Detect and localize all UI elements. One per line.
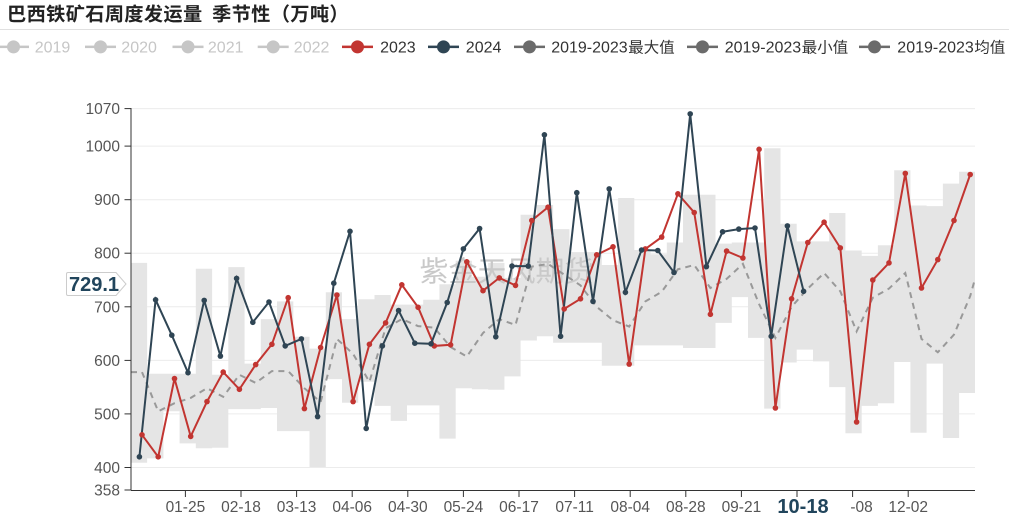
svg-text:04-30: 04-30 — [388, 499, 428, 516]
svg-text:800: 800 — [94, 246, 120, 263]
svg-text:01-25: 01-25 — [166, 499, 206, 516]
svg-text:1070: 1070 — [86, 101, 121, 118]
svg-text:1000: 1000 — [86, 139, 121, 156]
svg-text:729.1: 729.1 — [69, 274, 119, 296]
svg-text:2022: 2022 — [294, 40, 330, 57]
svg-text:03-13: 03-13 — [277, 499, 317, 516]
svg-text:2024: 2024 — [466, 40, 502, 57]
svg-text:600: 600 — [94, 353, 120, 370]
svg-text:2019: 2019 — [35, 40, 71, 57]
svg-text:04-06: 04-06 — [332, 499, 372, 516]
svg-text:500: 500 — [94, 406, 120, 423]
svg-text:2019-2023: 2019-2023 — [551, 40, 628, 57]
svg-text:400: 400 — [94, 460, 120, 477]
svg-text:2021: 2021 — [208, 40, 244, 57]
svg-text:12-02: 12-02 — [888, 499, 928, 516]
svg-text:700: 700 — [94, 299, 120, 316]
svg-text:06-17: 06-17 — [499, 499, 539, 516]
svg-text:358: 358 — [94, 483, 120, 500]
svg-text:09-21: 09-21 — [722, 499, 762, 516]
svg-text:02-18: 02-18 — [221, 499, 261, 516]
svg-text:2019-2023: 2019-2023 — [897, 40, 974, 57]
svg-text:08-04: 08-04 — [610, 499, 650, 516]
svg-text:05-24: 05-24 — [444, 499, 484, 516]
svg-text:10-18: 10-18 — [777, 496, 828, 518]
svg-text:2023: 2023 — [380, 40, 416, 57]
svg-text:08-28: 08-28 — [666, 499, 706, 516]
svg-text:07-11: 07-11 — [555, 499, 594, 516]
svg-text:-08: -08 — [850, 499, 872, 516]
svg-text:2019-2023: 2019-2023 — [725, 40, 802, 57]
svg-text:2020: 2020 — [121, 40, 157, 57]
svg-text:900: 900 — [94, 192, 120, 209]
